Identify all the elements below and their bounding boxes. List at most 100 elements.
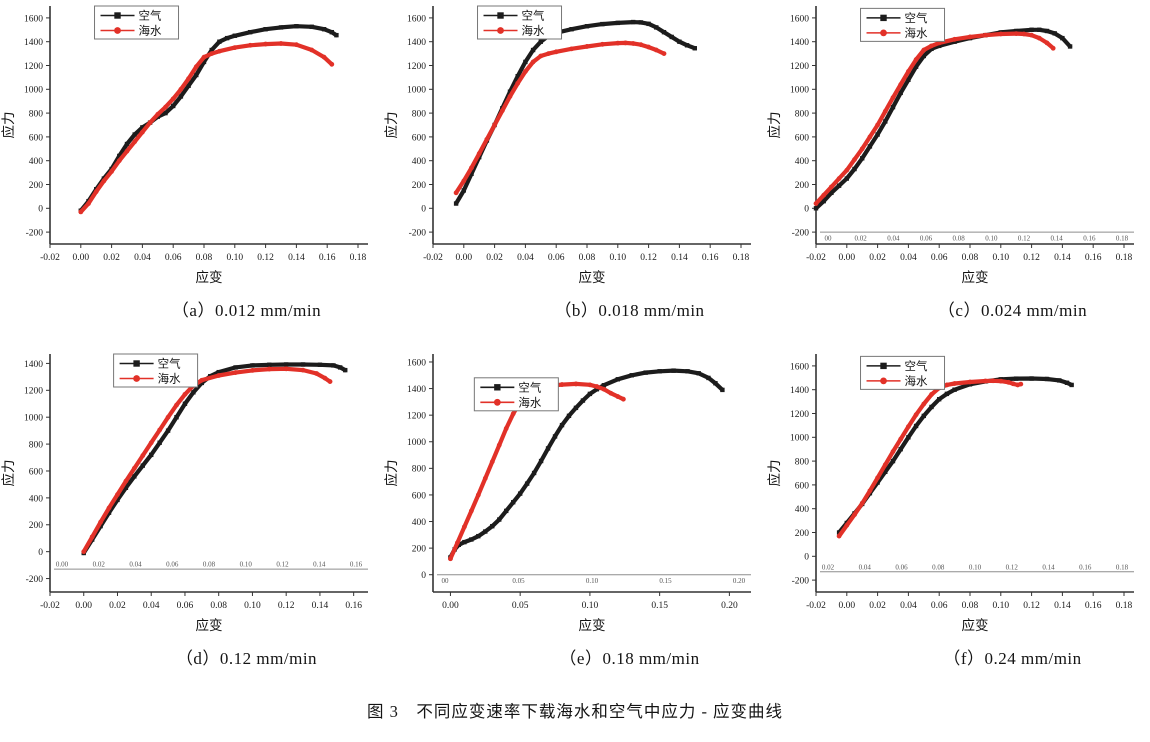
chart-c-caption: （c）0.024 mm/min — [937, 301, 1088, 320]
inner-axis-label: 0.05 — [512, 577, 525, 585]
y-tick-label: 1200 — [24, 387, 43, 397]
series-seawater-curve — [837, 378, 1023, 539]
legend-box — [113, 353, 199, 388]
y-tick-label: 600 — [795, 481, 810, 491]
legend-box — [860, 7, 946, 42]
y-tick-label: 1000 — [24, 414, 43, 424]
inner-axis-label: 0.18 — [1116, 563, 1129, 571]
legend-label: 空气 — [522, 9, 545, 23]
legend-label: 海水 — [522, 24, 545, 38]
y-tick-label: 200 — [29, 181, 44, 191]
y-tick-label: 200 — [412, 545, 427, 555]
chart-e: 0.00 0.05 0.10 0.15 0.20 0 200 400 600 800 1000 120… — [383, 348, 766, 636]
chart-d-svg: -0.02 0.00 0.02 0.04 0.06 0.08 0.10 0.12 0.14 0.1… — [0, 353, 368, 633]
y-tick-label: 0 — [804, 553, 809, 563]
legend-box — [473, 377, 559, 412]
inner-axis-label: 0.10 — [969, 563, 982, 571]
legend-box — [94, 5, 180, 40]
y-tick-label: 1400 — [24, 38, 43, 48]
x-tick-label: 0.10 — [992, 601, 1009, 611]
inner-axis-label: 0.04 — [129, 561, 142, 569]
inner-axis-label: 0.10 — [240, 561, 253, 569]
chart-c: -0.02 0.00 0.02 0.04 0.06 0.08 0.10 0.12 0.14 0.1… — [766, 0, 1149, 288]
x-tick-label: 0.08 — [210, 601, 227, 611]
y-tick-label: 0 — [421, 205, 426, 215]
y-tick-label: -200 — [792, 577, 810, 587]
inner-axis-label: 0.16 — [1083, 235, 1096, 243]
y-tick-label: -200 — [26, 229, 44, 239]
y-tick-label: 1400 — [407, 385, 426, 395]
y-tick-label: 400 — [795, 157, 810, 167]
x-tick-label: 0.16 — [1085, 601, 1102, 611]
inner-axis-label: 0.12 — [1006, 563, 1019, 571]
y-tick-label: 600 — [29, 467, 44, 477]
y-tick-label: 800 — [412, 110, 427, 120]
y-tick-label: 800 — [29, 110, 44, 120]
y-tick-label: 600 — [795, 133, 810, 143]
legend-seawater-marker-icon — [114, 27, 121, 34]
series-air-curve — [813, 27, 1073, 211]
legend-label: 海水 — [158, 372, 181, 386]
x-tick-label: 0.06 — [177, 601, 194, 611]
legend-label: 海水 — [905, 374, 928, 388]
inner-axis-label: 0.16 — [350, 561, 363, 569]
x-axis-label: 应变 — [962, 269, 989, 285]
x-tick-label: 0.00 — [72, 253, 89, 263]
y-tick-label: 600 — [29, 133, 44, 143]
inner-axis-label: 0.08 — [932, 563, 945, 571]
y-tick-label: 1200 — [407, 62, 426, 72]
inner-axis-label: 0.10 — [985, 235, 998, 243]
x-tick-label: 0.12 — [1023, 601, 1040, 611]
y-tick-label: 1000 — [790, 434, 809, 444]
inner-axis-label: 0.04 — [887, 235, 900, 243]
y-tick-label: 0 — [421, 571, 426, 581]
x-tick-label: 0.04 — [900, 253, 917, 263]
legend-label: 海水 — [518, 395, 541, 409]
inner-axis-label: 0.16 — [1079, 563, 1092, 571]
legend-seawater-marker-icon — [497, 27, 504, 34]
y-tick-label: 0 — [38, 205, 43, 215]
x-tick-label: 0.08 — [196, 253, 213, 263]
x-tick-label: 0.04 — [134, 253, 151, 263]
inner-axis-label: 0.02 — [93, 561, 106, 569]
y-tick-label: 0 — [38, 548, 43, 558]
inner-axis-label: 0.04 — [859, 563, 872, 571]
x-tick-label: 0.14 — [1054, 601, 1071, 611]
x-tick-label: 0.12 — [257, 253, 274, 263]
x-tick-label: 0.04 — [517, 253, 534, 263]
x-tick-label: 0.16 — [319, 253, 336, 263]
chart-f-svg: -0.02 0.00 0.02 0.04 0.06 0.08 0.10 0.12 0.14 0.1… — [766, 354, 1134, 633]
series-air-curve — [81, 362, 348, 556]
inner-axis-label: 0.14 — [1051, 235, 1064, 243]
legend-seawater-marker-icon — [133, 375, 141, 382]
legend-label: 海水 — [139, 24, 162, 38]
y-tick-label: 1200 — [790, 410, 809, 420]
x-tick-label: 0.00 — [838, 253, 855, 263]
x-tick-label: 0.18 — [733, 253, 750, 263]
x-axis-label: 应变 — [579, 617, 606, 633]
y-tick-label: 1200 — [24, 62, 43, 72]
x-tick-label: -0.02 — [40, 253, 60, 263]
series-air-curve — [837, 376, 1074, 535]
legend-label: 空气 — [905, 359, 928, 373]
y-tick-label: -200 — [26, 575, 44, 585]
inner-axis-label: 0.20 — [733, 577, 746, 585]
y-tick-label: 800 — [29, 440, 44, 450]
y-tick-label: 200 — [795, 181, 810, 191]
inner-axis-label: 00 — [825, 235, 833, 243]
y-tick-label: 1400 — [407, 38, 426, 48]
legend-seawater-marker-icon — [493, 398, 501, 406]
inner-axis-label: 0.12 — [276, 561, 289, 569]
chart-c-svg: -0.02 0.00 0.02 0.04 0.06 0.08 0.10 0.12 0.14 0.1… — [766, 6, 1134, 285]
x-tick-label: 0.02 — [109, 601, 126, 611]
y-axis-label: 应力 — [0, 460, 16, 487]
series-seawater-curve — [454, 40, 667, 195]
y-tick-label: 800 — [795, 110, 810, 120]
series-air-curve — [448, 368, 725, 560]
y-tick-label: 1400 — [790, 386, 809, 396]
legend-label: 空气 — [905, 11, 928, 25]
y-tick-label: 1600 — [790, 14, 809, 24]
series-seawater-curve — [81, 366, 333, 554]
x-tick-label: 0.18 — [1116, 253, 1133, 263]
x-tick-label: -0.02 — [806, 253, 826, 263]
